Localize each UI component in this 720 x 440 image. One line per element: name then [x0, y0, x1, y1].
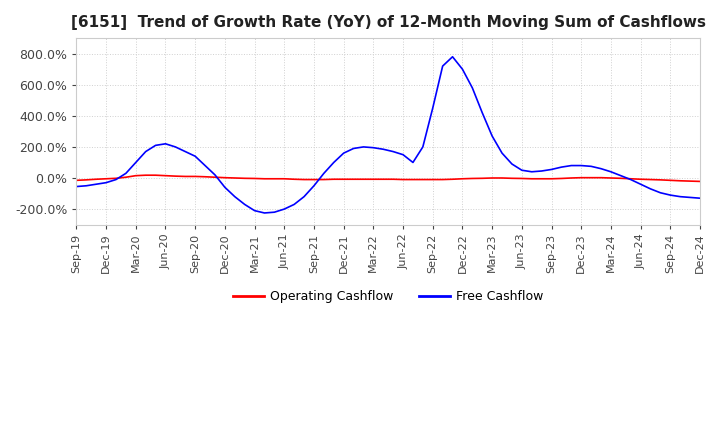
Line: Free Cashflow: Free Cashflow: [76, 57, 700, 213]
Operating Cashflow: [339, 176, 348, 182]
Operating Cashflow: [428, 177, 437, 182]
Free Cashflow: [339, 150, 348, 156]
Operating Cashflow: [72, 178, 81, 183]
Operating Cashflow: [478, 176, 487, 181]
Free Cashflow: [151, 143, 160, 148]
Operating Cashflow: [389, 176, 397, 182]
Free Cashflow: [389, 149, 397, 154]
Free Cashflow: [696, 195, 704, 201]
Free Cashflow: [488, 133, 497, 139]
Legend: Operating Cashflow, Free Cashflow: Operating Cashflow, Free Cashflow: [228, 285, 549, 308]
Free Cashflow: [260, 210, 269, 216]
Line: Operating Cashflow: Operating Cashflow: [76, 175, 700, 181]
Free Cashflow: [449, 54, 457, 59]
Operating Cashflow: [488, 176, 497, 181]
Free Cashflow: [498, 150, 506, 156]
Operating Cashflow: [696, 179, 704, 184]
Operating Cashflow: [161, 173, 170, 178]
Operating Cashflow: [141, 172, 150, 178]
Free Cashflow: [72, 184, 81, 189]
Title: [6151]  Trend of Growth Rate (YoY) of 12-Month Moving Sum of Cashflows: [6151] Trend of Growth Rate (YoY) of 12-…: [71, 15, 706, 30]
Free Cashflow: [428, 106, 437, 111]
